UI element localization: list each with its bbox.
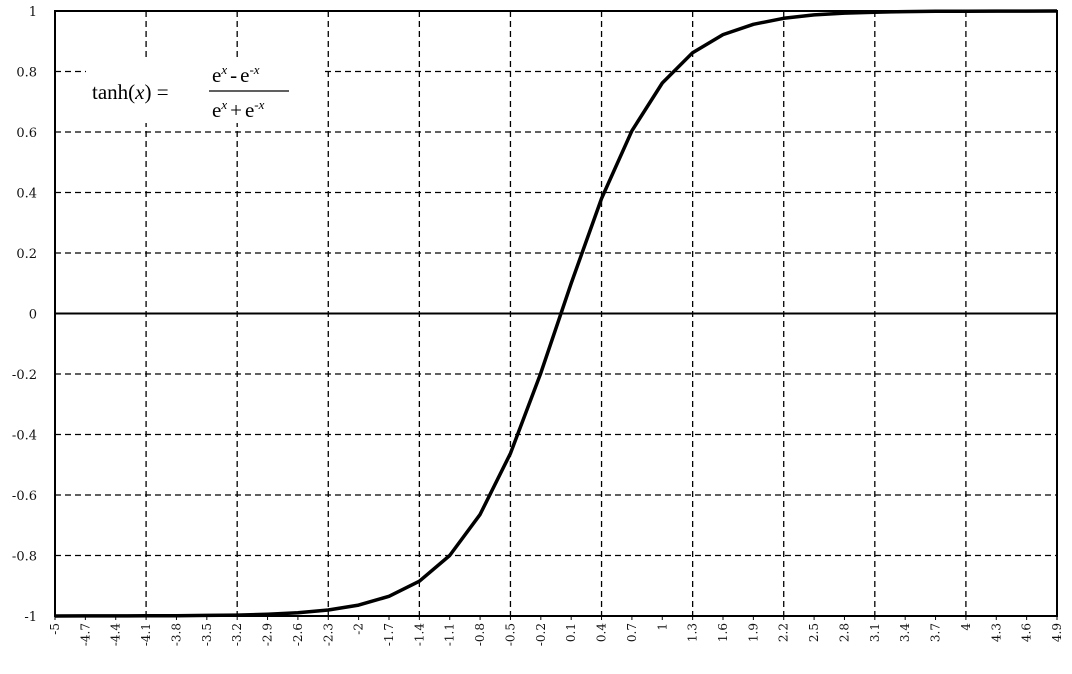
series-layer (54, 9, 1058, 618)
x-tick-label: -0.2 (534, 623, 548, 646)
y-tick-label: -0.6 (12, 489, 37, 504)
x-tick-label: 2.2 (777, 623, 791, 642)
x-tick-label: 1.9 (746, 623, 760, 642)
x-tick-label: 0.1 (564, 623, 578, 642)
y-tick-label: -0.4 (12, 429, 37, 444)
x-tick-label: 3.7 (929, 623, 943, 642)
x-tick-label: -1.1 (443, 623, 457, 646)
x-tick-label: -4.4 (109, 623, 123, 647)
x-tick-label: -1.4 (412, 623, 426, 647)
x-tick-label: -2 (352, 623, 366, 635)
x-tick-label: 1.6 (716, 623, 730, 642)
formula-background (86, 57, 324, 123)
x-tick-label: -0.8 (473, 623, 487, 646)
formula-numerator: ex - e-x (212, 62, 260, 87)
y-tick-labels: 1 0.8 0.6 0.4 0.2 0 -0.2 -0.4 -0.6 -0.8 -1 (12, 5, 37, 625)
formula-lhs: tanh(x) = (92, 80, 169, 104)
formula-denominator: ex + e-x (212, 97, 265, 122)
x-tick-label: -4.1 (139, 623, 153, 646)
formula-annotation: tanh(x) = ex - e-x ex + e-x (86, 57, 324, 123)
y-tick-label: 0.6 (16, 126, 37, 141)
x-tick-label: -2.9 (261, 623, 275, 646)
x-tick-labels: -5 -4.7 -4.4 -4.1 -3.8 -3.5 -3.2 -2.9 -2.6 -2.3 -2… (48, 623, 1064, 647)
x-tick-label: 3.4 (898, 623, 912, 642)
x-tick-label: -2.6 (291, 623, 305, 646)
x-tick-label: -1.7 (382, 623, 396, 646)
y-tick-label: 0.2 (16, 247, 37, 262)
x-tick-label: 0.4 (595, 623, 609, 642)
x-tick-label: 3.1 (868, 623, 882, 642)
x-tick-label: 2.8 (837, 623, 851, 642)
y-tick-label: 1 (29, 5, 37, 20)
x-tick-label: 2.5 (807, 623, 821, 642)
x-tick-label: 1.3 (686, 623, 700, 642)
y-tick-label: 0.4 (16, 187, 37, 202)
x-tick-label: -5 (48, 623, 62, 635)
x-tick-label: 4 (959, 623, 973, 631)
y-tick-label: -1 (24, 610, 37, 625)
x-tick-label: 4.6 (1020, 623, 1034, 642)
y-tick-label: -0.8 (12, 550, 37, 565)
y-tick-label: 0.8 (16, 66, 37, 81)
y-tick-label: -0.2 (12, 368, 37, 383)
x-tick-label: -0.5 (503, 623, 517, 646)
x-tick-label: 4.9 (1050, 623, 1064, 642)
x-tick-label: -4.7 (78, 623, 92, 646)
x-tick-label: -2.3 (321, 623, 335, 646)
y-tick-label: 0 (29, 308, 37, 323)
x-tick-label: 1 (655, 623, 669, 631)
x-tick-label: 4.3 (989, 623, 1003, 642)
x-tick-label: -3.2 (230, 623, 244, 646)
x-tick-label: -3.8 (169, 623, 183, 646)
series-line-tanh (54, 9, 1058, 618)
x-tick-label: 0.7 (625, 623, 639, 642)
x-tick-label: -3.5 (200, 623, 214, 646)
